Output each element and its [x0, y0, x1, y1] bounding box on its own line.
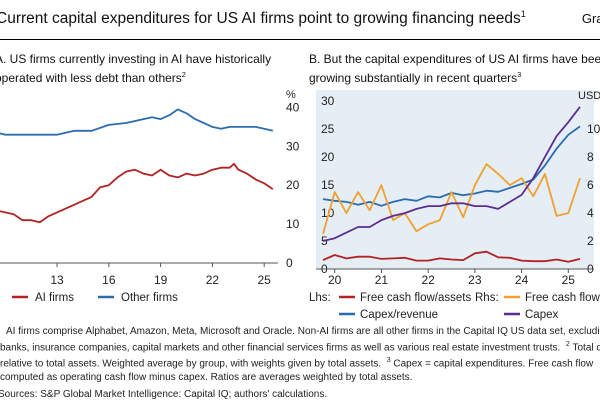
sources: Sources: S&P Global Market Intelligence:… [0, 389, 328, 400]
panel-a-y-tick-label: 10 [286, 217, 300, 231]
panel-b-title-line1: B. But the capital expenditures of US AI… [309, 52, 600, 66]
panel-b-legend-label: Free cash flow [525, 292, 600, 304]
panel-b-plot-area [316, 90, 594, 269]
panel-b-y-right-unit-label: USD b [578, 90, 600, 102]
panel-a-y-unit-label: % [286, 89, 296, 101]
panel-a-y-tick-label: 20 [286, 178, 300, 192]
panel-b-title-line2: growing substantially in recent quarters [309, 71, 518, 85]
panel-b-lhs-label: Lhs: [309, 292, 331, 304]
panel-a-title-line1: A. US firms currently investing in AI ha… [0, 52, 272, 66]
note-line-2-tail: Total de [572, 342, 600, 354]
panel-a-legend-label: AI firms [35, 292, 74, 304]
panel-a-title-line2: operated with less debt than others [0, 71, 182, 85]
graph-label: Graph [581, 11, 600, 26]
note-line-2: banks, insurance companies, capital mark… [0, 338, 600, 354]
panel-b-y-right-tick-label: 10 [587, 122, 600, 136]
panel-b-legend-label: Capex/revenue [360, 309, 438, 321]
panel-a-series-line-1 [0, 162, 274, 224]
panel-a-x-tick-label: 16 [102, 273, 116, 287]
panel-b-x-tick-label: 25 [562, 273, 576, 287]
panel-b-x-tick-label: 20 [328, 273, 342, 287]
panel-b-x-tick-label: 22 [421, 273, 435, 287]
chart-title: Current capital expenditures for US AI f… [0, 9, 526, 28]
panel-a-footnote-mark: 2 [181, 70, 186, 79]
note-3-mark: 3 [386, 357, 391, 365]
note-line-1: AI firms comprise Alphabet, Amazon, Meta… [6, 326, 600, 337]
panel-b-y-left-tick-label: 10 [321, 206, 335, 220]
panel-b-legend-label: Capex [525, 309, 558, 321]
panel-a-plot-area [0, 88, 278, 263]
panel-b-y-right-tick-label: 8 [587, 150, 594, 164]
panel-b-x-tick-label: 24 [515, 273, 529, 287]
panel-b-y-left-tick-label: 25 [321, 122, 335, 136]
note-line-3: relative to total assets. Weighted avera… [0, 354, 600, 370]
chart-title-text: Current capital expenditures for US AI f… [0, 10, 521, 28]
panel-b-footnote-mark: 3 [517, 70, 522, 79]
title-bar: Current capital expenditures for US AI f… [0, 0, 600, 40]
panel-b-x-tick-label: 23 [468, 273, 482, 287]
note-2-mark: 2 [565, 341, 570, 348]
panel-a-x-tick-label: 25 [258, 273, 272, 287]
title-footnote-mark: 1 [520, 9, 526, 19]
panel-a-y-tick-label: 40 [286, 100, 300, 114]
panel-b-y-left-tick-label: 15 [321, 178, 335, 192]
panel-b-y-left-tick-label: 20 [321, 150, 335, 164]
panel-b-y-right-tick-label: 6 [587, 178, 594, 192]
note-line-4: computed as operating cash flow minus ca… [0, 371, 413, 383]
panel-b-series-line-3 [322, 163, 581, 235]
panel-b-y-left-tick-label: 30 [321, 94, 335, 108]
panel-a-y-tick-label: 0 [286, 256, 293, 270]
panel-b-y-right-tick-label: 2 [587, 234, 594, 248]
panel-b-y-right-tick-label: 4 [587, 206, 594, 220]
panel-b-legend-label: Free cash flow/assets [360, 292, 471, 304]
panel-b-rhs-label: Rhs: [475, 292, 499, 304]
footnotes: AI firms comprise Alphabet, Amazon, Meta… [0, 325, 600, 384]
title-rule [0, 39, 600, 40]
note-line-3-tail: Capex = capital expenditures. Free cash … [393, 358, 594, 370]
panel-a-series-line-2 [0, 108, 274, 136]
panel-a-title: A. US firms currently investing in AI ha… [0, 52, 271, 86]
panel-a-x-tick-label: 13 [50, 273, 64, 287]
panel-b-series-line-1 [322, 250, 581, 263]
panel-a-x-tick-label: 19 [154, 273, 168, 287]
panel-a-legend-label: Other firms [121, 292, 178, 304]
panel-b-x-tick-label: 21 [375, 273, 389, 287]
note-line-3-text: relative to total assets. Weighted avera… [0, 358, 382, 370]
panel-b-title: B. But the capital expenditures of US AI… [309, 52, 600, 86]
panel-b-series-line-4 [322, 106, 581, 242]
note-line-2-text: banks, insurance companies, capital mark… [0, 342, 561, 354]
panel-a-x-tick-label: 22 [206, 273, 220, 287]
panel-a-y-tick-label: 30 [286, 139, 300, 153]
